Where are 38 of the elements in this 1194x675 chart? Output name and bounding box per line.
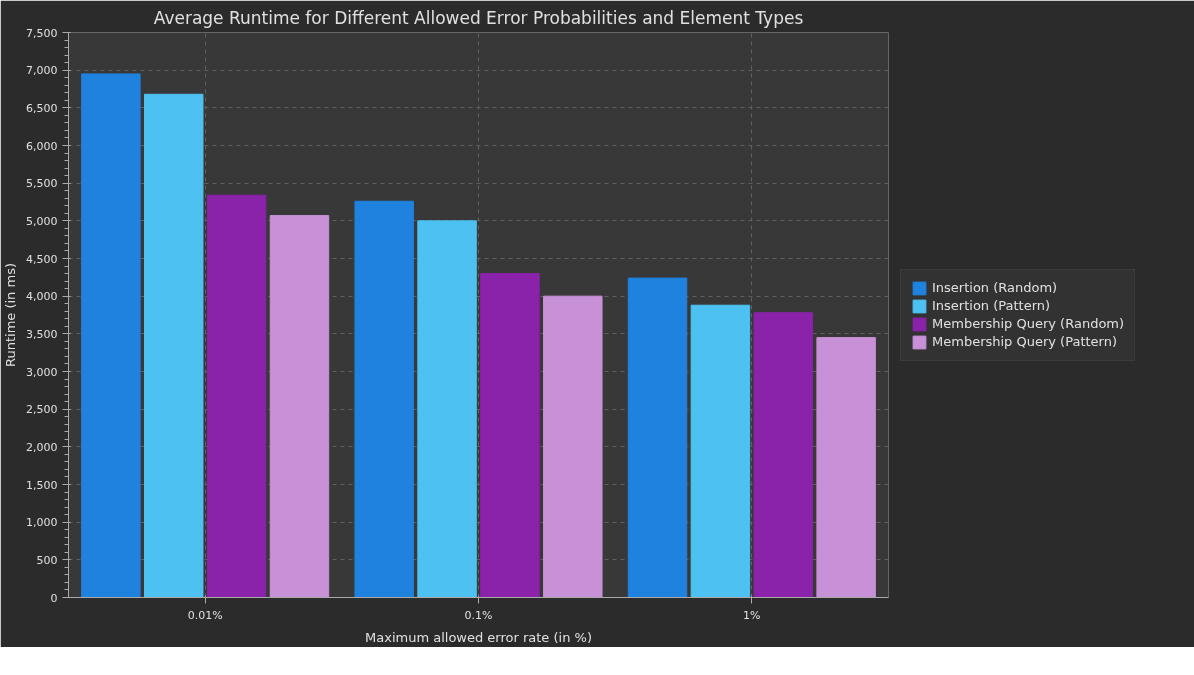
- legend-label: Insertion (Random): [932, 280, 1058, 295]
- y-tick-label: 7,500: [26, 26, 58, 40]
- bar: [81, 73, 141, 598]
- y-tick-label: 5,500: [26, 177, 58, 191]
- y-tick-label: 3,500: [26, 327, 58, 341]
- x-tick-label: 0.01%: [187, 608, 223, 622]
- y-tick-label: 1,000: [26, 516, 58, 530]
- x-axis-title: Maximum allowed error rate (in %): [365, 629, 592, 645]
- bar: [354, 200, 414, 598]
- y-tick-label: 4,500: [26, 252, 58, 266]
- y-axis-title: Runtime (in ms): [3, 263, 19, 367]
- bar: [690, 304, 751, 598]
- y-tick-label: 500: [36, 553, 58, 567]
- x-tick-label: 0.1%: [464, 608, 493, 622]
- bar: [543, 295, 603, 598]
- bar: [480, 273, 540, 598]
- y-tick-label: 2,000: [26, 440, 58, 454]
- bar: [753, 312, 813, 598]
- x-tick-label: 1%: [743, 608, 761, 622]
- bar: [816, 337, 876, 598]
- y-tick-label: 1,500: [26, 478, 58, 492]
- bar: [144, 93, 204, 598]
- bar: [206, 194, 267, 598]
- legend-label: Insertion (Pattern): [932, 298, 1051, 313]
- legend-label: Membership Query (Random): [932, 316, 1125, 331]
- y-tick-label: 7,000: [26, 64, 58, 78]
- chart-title: Average Runtime for Different Allowed Error Probabilities and Element Types: [153, 7, 804, 28]
- y-tick-label: 6,500: [26, 101, 58, 115]
- y-tick-label: 6,000: [26, 139, 58, 153]
- y-tick-label: 0: [50, 591, 58, 605]
- y-tick-label: 5,000: [26, 214, 58, 228]
- bar: [417, 220, 477, 598]
- y-tick-label: 4,000: [26, 290, 58, 304]
- legend-label: Membership Query (Pattern): [932, 334, 1118, 349]
- bar: [627, 277, 688, 598]
- y-tick-label: 2,500: [26, 403, 58, 417]
- y-tick-label: 3,000: [26, 365, 58, 379]
- bar: [269, 215, 330, 598]
